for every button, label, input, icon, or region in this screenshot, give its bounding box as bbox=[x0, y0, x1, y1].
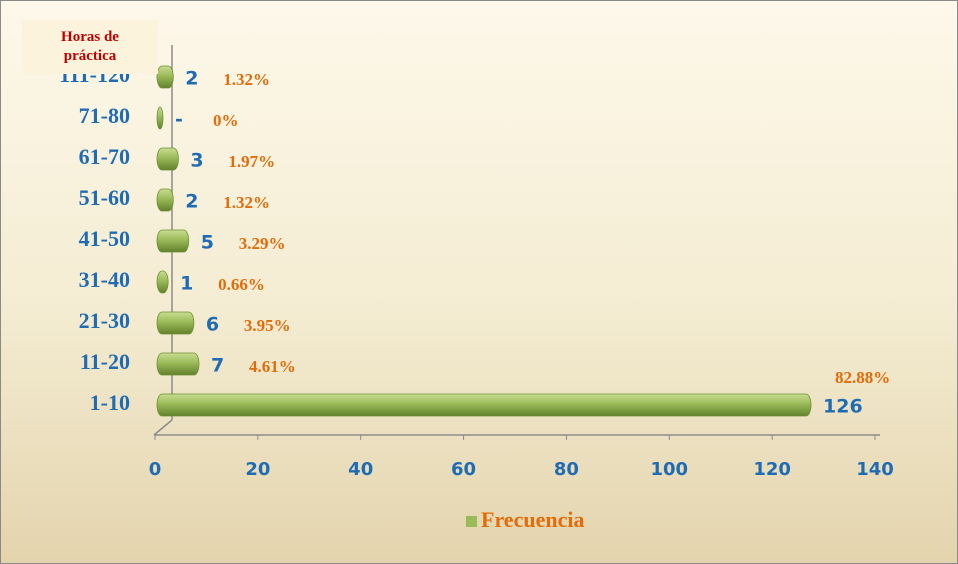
y-tick-label: 21-30 bbox=[79, 308, 130, 333]
legend-swatch bbox=[466, 516, 477, 527]
data-label: 2 bbox=[185, 191, 198, 213]
y-axis-title: Horas de práctica bbox=[22, 20, 158, 74]
data-label: 5 bbox=[201, 232, 214, 254]
legend-label: Frecuencia bbox=[481, 507, 584, 532]
bar bbox=[156, 393, 812, 417]
x-tick-label: 0 bbox=[149, 459, 162, 480]
data-label: 7 bbox=[211, 355, 224, 377]
x-tick-label: 40 bbox=[348, 459, 373, 480]
percent-label: 1.32% bbox=[223, 70, 270, 89]
percent-label: 1.97% bbox=[228, 152, 275, 171]
y-tick-label: 71-80 bbox=[79, 103, 130, 128]
bar bbox=[156, 270, 169, 294]
bar bbox=[156, 229, 190, 253]
x-tick-label: 20 bbox=[245, 459, 270, 480]
data-label: 1 bbox=[180, 273, 193, 295]
percent-label: 0% bbox=[213, 111, 239, 130]
percent-label: 82.88% bbox=[835, 368, 890, 387]
y-tick-label: 41-50 bbox=[79, 226, 130, 251]
x-tick-label: 80 bbox=[554, 459, 579, 480]
percent-label: 3.95% bbox=[244, 316, 291, 335]
x-tick-label: 100 bbox=[650, 459, 688, 480]
x-tick-label: 120 bbox=[753, 459, 791, 480]
bar bbox=[156, 352, 200, 376]
x-tick-label: 140 bbox=[856, 459, 894, 480]
bar bbox=[156, 311, 195, 335]
y-tick-label: 31-40 bbox=[79, 267, 130, 292]
y-tick-label: 11-20 bbox=[80, 349, 130, 374]
data-label: 6 bbox=[206, 314, 219, 336]
bar bbox=[156, 188, 174, 212]
bar bbox=[156, 147, 179, 171]
y-tick-label: 51-60 bbox=[79, 185, 130, 210]
data-label: 126 bbox=[823, 396, 863, 418]
bar bbox=[156, 65, 174, 89]
x-tick-label: 60 bbox=[451, 459, 476, 480]
data-label: - bbox=[175, 109, 183, 131]
percent-label: 0.66% bbox=[218, 275, 265, 294]
y-tick-label: 61-70 bbox=[79, 144, 130, 169]
percent-label: 1.32% bbox=[223, 193, 270, 212]
percent-label: 4.61% bbox=[249, 357, 296, 376]
percent-label: 3.29% bbox=[239, 234, 286, 253]
data-label: 2 bbox=[185, 68, 198, 90]
bar bbox=[156, 106, 164, 130]
data-label: 3 bbox=[190, 150, 203, 172]
y-tick-label: 1-10 bbox=[90, 390, 130, 415]
